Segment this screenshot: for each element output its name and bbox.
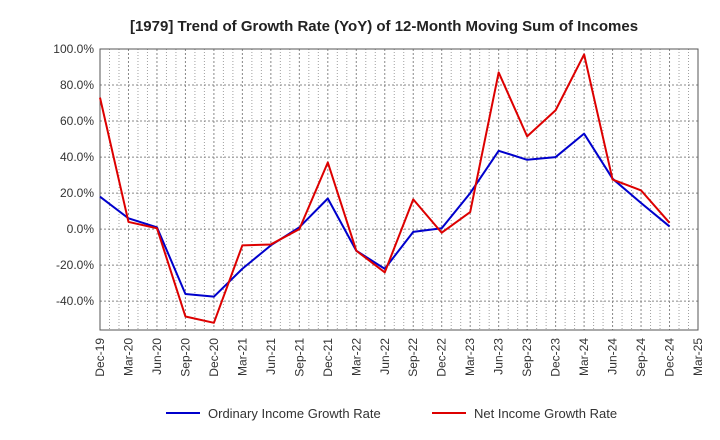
y-tick-label: 100.0% <box>53 42 94 56</box>
x-tick-label: Mar-24 <box>577 338 591 376</box>
y-tick-label: 40.0% <box>60 150 94 164</box>
plot-frame <box>99 48 699 331</box>
x-tick-label: Jun-20 <box>150 338 164 375</box>
chart-title: [1979] Trend of Growth Rate (YoY) of 12-… <box>130 18 638 35</box>
x-tick-label: Dec-21 <box>321 338 335 377</box>
x-tick-label: Sep-21 <box>292 338 306 377</box>
x-tick-label: Mar-20 <box>121 338 135 376</box>
x-tick-label: Dec-20 <box>207 338 221 377</box>
x-tick-label: Mar-23 <box>463 338 477 376</box>
x-tick-label: Mar-22 <box>349 338 363 376</box>
y-tick-label: 0.0% <box>67 222 95 236</box>
y-tick-label: -20.0% <box>56 258 94 272</box>
x-tick-label: Jun-23 <box>492 338 506 375</box>
x-tick-label: Sep-22 <box>406 338 420 377</box>
axis-layer: 100.0% 80.0% 60.0% 40.0% 20.0% 0.0% -20.0% -40.… <box>53 42 705 377</box>
x-tick-label: Jun-24 <box>606 338 620 375</box>
x-tick-label: Sep-20 <box>178 338 192 377</box>
x-tick-label: Jun-22 <box>378 338 392 375</box>
y-tick-label: 20.0% <box>60 186 94 200</box>
series-line-ordinary-income <box>99 132 671 298</box>
grid-layer <box>99 48 699 330</box>
series-line-net-income <box>99 53 671 324</box>
y-tick-label: -40.0% <box>56 294 94 308</box>
x-tick-label: Dec-22 <box>435 338 449 377</box>
x-tick-label: Dec-24 <box>663 338 677 377</box>
y-tick-label: 60.0% <box>60 114 94 128</box>
x-tick-label: Mar-21 <box>235 338 249 376</box>
series-layer <box>99 53 671 324</box>
y-tick-label: 80.0% <box>60 78 94 92</box>
x-tick-label: Dec-19 <box>93 338 107 377</box>
legend-label: Net Income Growth Rate <box>474 406 617 421</box>
x-tick-label: Jun-21 <box>264 338 278 375</box>
legend-label: Ordinary Income Growth Rate <box>208 406 381 421</box>
x-tick-label: Sep-24 <box>634 338 648 377</box>
legend-item: Net Income Growth Rate <box>432 406 617 421</box>
x-tick-label: Sep-23 <box>520 338 534 377</box>
x-tick-label: Dec-23 <box>549 338 563 377</box>
legend-item: Ordinary Income Growth Rate <box>166 406 381 421</box>
x-tick-label: Mar-25 <box>691 338 705 376</box>
legend: Ordinary Income Growth Rate Net Income Gr… <box>166 406 617 421</box>
